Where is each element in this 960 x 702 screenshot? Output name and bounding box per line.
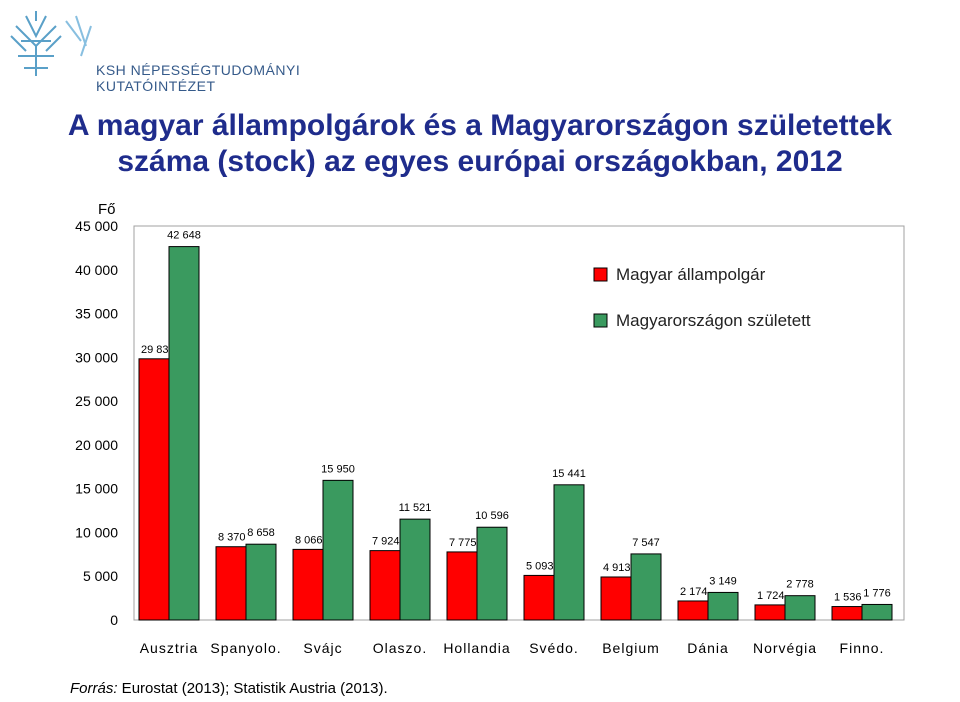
- x-tick-label: Spanyolo.: [210, 640, 281, 656]
- x-tick-label: Ausztria: [140, 640, 199, 656]
- bar: [245, 543, 277, 621]
- data-label: 8 066: [295, 534, 323, 546]
- bar: [630, 553, 662, 621]
- data-label: 15 950: [321, 463, 355, 475]
- bar: [168, 246, 200, 621]
- y-axis: 0 5 000 10 000 15 000 20 000 25 000 30 000 35 0…: [75, 218, 118, 628]
- x-tick-label: Olaszo.: [373, 640, 427, 656]
- data-label: 10 596: [475, 510, 509, 522]
- chart-title-line1: A magyar állampolgárok és a Magyarország…: [67, 109, 893, 142]
- legend-label: Magyarországon született: [616, 311, 811, 330]
- bar: [446, 551, 478, 621]
- ksh-logo: [10, 11, 92, 76]
- x-tick-label: Norvégia: [753, 640, 817, 656]
- y-tick-label: 25 000: [75, 393, 118, 409]
- x-tick-label: Belgium: [602, 640, 660, 656]
- bar: [215, 546, 247, 621]
- x-tick-label: Svájc: [303, 640, 342, 656]
- data-label: 42 648: [167, 230, 201, 242]
- bar: [292, 548, 324, 621]
- bar: [553, 484, 585, 621]
- legend: Magyar állampolgár Magyarországon születe…: [593, 265, 811, 330]
- data-label: 7 924: [372, 536, 400, 548]
- data-label: 4 913: [603, 562, 631, 574]
- x-tick-label: Dánia: [687, 640, 729, 656]
- bars-group: 29 832 42 648 8 370 8 658 8 066 15 950 7 924 11…: [138, 230, 893, 621]
- chart-title-line2: száma (stock) az egyes európai országokb…: [117, 145, 843, 178]
- bar: [322, 479, 354, 621]
- x-tick-label: Hollandia: [443, 640, 510, 656]
- logo-line2: KUTATÓINTÉZET: [96, 78, 216, 94]
- plot-area-frame: [133, 225, 905, 621]
- bar: [138, 358, 170, 621]
- legend-label: Magyar állampolgár: [616, 265, 766, 284]
- y-tick-label: 30 000: [75, 349, 118, 365]
- bar: [677, 600, 709, 621]
- y-tick-label: 10 000: [75, 524, 118, 540]
- data-label: 7 547: [632, 537, 660, 549]
- data-label: 3 149: [709, 575, 737, 587]
- bar: [784, 595, 816, 621]
- data-label: 7 775: [449, 537, 477, 549]
- source-text: Eurostat (2013); Statistik Austria (2013…: [117, 680, 388, 697]
- x-axis-labels: Ausztria Spanyolo. Svájc Olaszo. Hollandia Sv…: [140, 640, 885, 656]
- bar: [523, 574, 555, 621]
- bar: [831, 606, 863, 621]
- x-tick-label: Svédo.: [529, 640, 579, 656]
- legend-swatch: [593, 267, 608, 282]
- data-label: 8 370: [218, 532, 246, 544]
- bar: [707, 591, 739, 621]
- y-tick-label: 35 000: [75, 306, 118, 322]
- bar: [399, 518, 431, 621]
- y-tick-label: 15 000: [75, 481, 118, 497]
- y-axis-label: Fő: [98, 201, 116, 218]
- bar: [754, 604, 786, 621]
- data-label: 1 724: [757, 590, 785, 602]
- bar: [600, 576, 632, 621]
- y-tick-label: 0: [110, 612, 118, 628]
- data-label: 2 778: [786, 579, 814, 591]
- data-label: 5 093: [526, 560, 554, 572]
- y-tick-label: 45 000: [75, 218, 118, 234]
- source-prefix: Forrás:: [70, 680, 118, 697]
- bar: [369, 550, 401, 621]
- legend-swatch: [593, 313, 608, 328]
- logo-figure-icon: [10, 11, 92, 76]
- data-label: 11 521: [399, 502, 432, 514]
- data-label: 1 536: [834, 592, 862, 604]
- data-label: 29 832: [141, 344, 175, 356]
- data-label: 1 776: [863, 587, 891, 599]
- source-note: Forrás: Eurostat (2013); Statistik Austr…: [70, 680, 388, 697]
- logo-line1: KSH NÉPESSÉGTUDOMÁNYI: [96, 62, 301, 78]
- data-label: 8 658: [247, 527, 275, 539]
- x-tick-label: Finno.: [840, 640, 885, 656]
- bar: [861, 603, 893, 621]
- y-tick-label: 20 000: [75, 437, 118, 453]
- bar: [476, 526, 508, 621]
- data-label: 15 441: [552, 468, 586, 480]
- data-label: 2 174: [680, 586, 708, 598]
- y-tick-label: 5 000: [83, 568, 118, 584]
- y-tick-label: 40 000: [75, 262, 118, 278]
